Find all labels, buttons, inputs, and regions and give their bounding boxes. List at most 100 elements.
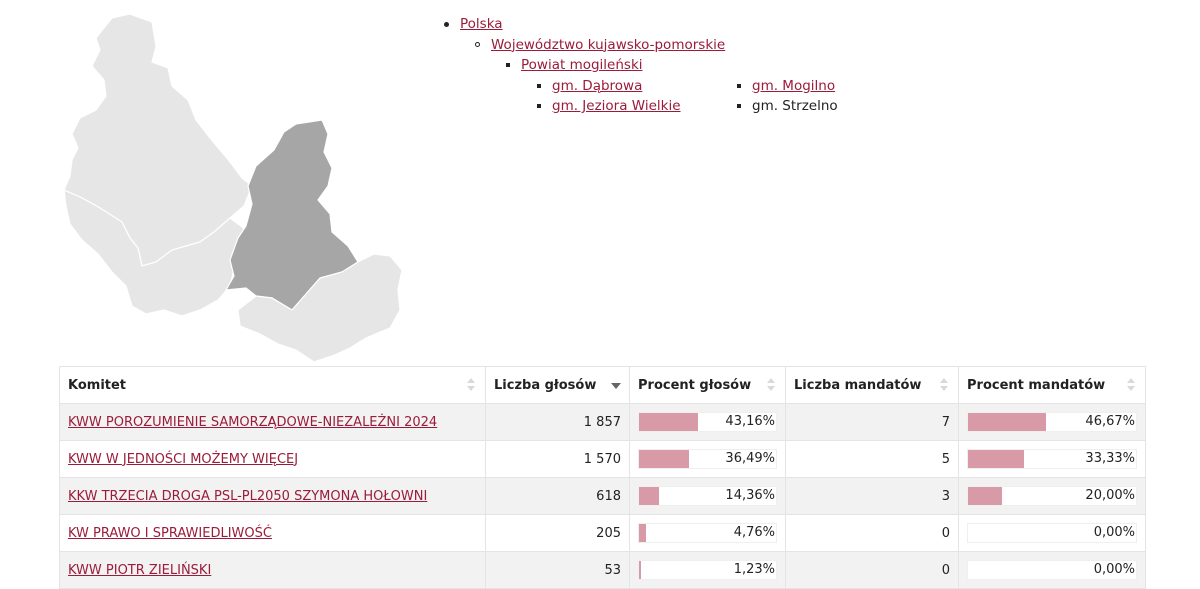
tree-level-county: Powiat mogileński <box>506 55 937 76</box>
committee-link[interactable]: KW PRAWO I SPRAWIEDLIWOŚĆ <box>68 525 272 541</box>
committee-cell: KW PRAWO I SPRAWIEDLIWOŚĆ <box>59 514 486 552</box>
seat-pct-cell: 46,67% <box>958 403 1146 441</box>
link-county[interactable]: Powiat mogileński <box>521 57 643 73</box>
map-gmina-strzelno[interactable] <box>237 253 403 362</box>
sort-icon <box>467 378 475 392</box>
gmina-item: gm. Strzelno <box>737 96 937 117</box>
square-bullet-icon <box>537 104 541 109</box>
table-row: KWW W JEDNOŚCI MOŻEMY WIĘCEJ 1 570 36,49… <box>59 440 1146 478</box>
square-bullet-icon <box>737 104 741 109</box>
committee-link[interactable]: KWW PIOTR ZIELIŃSKI <box>68 562 212 578</box>
seats-cell: 0 <box>785 514 959 552</box>
seats-cell: 0 <box>785 551 959 589</box>
vote-pct-bar-fill <box>639 450 689 468</box>
table-row: KWW POROZUMIENIE SAMORZĄDOWE-NIEZALEŻNI … <box>59 403 1146 441</box>
seat-pct-cell: 33,33% <box>958 440 1146 478</box>
seat-pct-bar-fill <box>968 413 1047 431</box>
link-country[interactable]: Polska <box>460 16 503 32</box>
vote-pct-cell: 1,23% <box>629 551 786 589</box>
sort-icon <box>940 378 948 392</box>
seats-cell: 3 <box>785 477 959 515</box>
current-gmina-strzelno: gm. Strzelno <box>752 98 838 114</box>
square-bullet-icon <box>537 83 541 88</box>
seats-cell: 5 <box>785 440 959 478</box>
vote-pct-bar <box>638 449 777 469</box>
vote-pct-bar <box>638 486 777 506</box>
seat-pct-bar <box>967 523 1137 543</box>
sort-icon <box>767 378 775 392</box>
vote-pct-value: 1,23% <box>733 562 775 577</box>
seat-pct-value: 0,00% <box>1093 525 1135 540</box>
county-map <box>63 13 403 362</box>
vote-pct-value: 36,49% <box>725 451 775 466</box>
committee-cell: KKW TRZECIA DROGA PSL-PL2050 SZYMONA HOŁ… <box>59 477 486 515</box>
gmina-list: gm. Dąbrowa gm. Mogilno gm. Jeziora Wiel… <box>537 76 937 117</box>
table-row: KWW PIOTR ZIELIŃSKI 53 1,23% 0 0,00% <box>59 551 1146 589</box>
seat-pct-cell: 0,00% <box>958 551 1146 589</box>
col-header-votes[interactable]: Liczba głosów <box>485 366 630 404</box>
votes-cell: 53 <box>485 551 630 589</box>
col-header-vote-pct[interactable]: Procent głosów <box>629 366 786 404</box>
seat-pct-value: 46,67% <box>1085 414 1135 429</box>
seat-pct-bar-fill <box>968 450 1024 468</box>
seat-pct-bar <box>967 449 1137 469</box>
circle-bullet-icon <box>475 42 480 48</box>
col-header-label: Komitet <box>68 377 127 393</box>
votes-cell: 618 <box>485 477 630 515</box>
gmina-item: gm. Dąbrowa <box>537 76 737 97</box>
tree-level-country: Polska <box>444 14 937 35</box>
votes-cell: 1 570 <box>485 440 630 478</box>
link-gmina-mogilno[interactable]: gm. Mogilno <box>752 77 836 94</box>
results-body: KWW POROZUMIENIE SAMORZĄDOWE-NIEZALEŻNI … <box>59 403 1146 589</box>
seat-pct-value: 20,00% <box>1085 488 1135 503</box>
votes-cell: 205 <box>485 514 630 552</box>
seat-pct-bar <box>967 412 1137 432</box>
vote-pct-cell: 14,36% <box>629 477 786 515</box>
link-voivodeship[interactable]: Województwo kujawsko-pomorskie <box>491 36 726 53</box>
col-header-label: Procent głosów <box>638 377 752 393</box>
vote-pct-bar-fill <box>639 524 646 542</box>
votes-cell: 1 857 <box>485 403 630 441</box>
vote-pct-bar <box>638 560 777 580</box>
link-gmina-jeziora-wielkie[interactable]: gm. Jeziora Wielkie <box>552 98 681 114</box>
disc-bullet-icon <box>444 21 449 27</box>
gmina-item: gm. Mogilno <box>737 76 937 97</box>
committee-link[interactable]: KKW TRZECIA DROGA PSL-PL2050 SZYMONA HOŁ… <box>68 488 428 504</box>
link-gmina-dabrowa[interactable]: gm. Dąbrowa <box>552 77 643 94</box>
col-header-committee[interactable]: Komitet <box>59 366 486 404</box>
results-table: Komitet Liczba głosów Procent głosów Lic… <box>59 366 1146 589</box>
vote-pct-value: 4,76% <box>733 525 775 540</box>
vote-pct-value: 43,16% <box>725 414 775 429</box>
region-breadcrumb-tree: Polska Województwo kujawsko-pomorskie Po… <box>440 14 937 117</box>
sort-descending-icon <box>611 378 621 392</box>
seat-pct-value: 0,00% <box>1093 562 1135 577</box>
seat-pct-cell: 0,00% <box>958 514 1146 552</box>
gmina-item: gm. Jeziora Wielkie <box>537 96 737 117</box>
vote-pct-bar-fill <box>639 413 699 431</box>
vote-pct-bar <box>638 523 777 543</box>
seat-pct-bar <box>967 486 1137 506</box>
square-bullet-icon <box>506 63 510 68</box>
vote-pct-bar-fill <box>639 487 659 505</box>
col-header-seats[interactable]: Liczba mandatów <box>785 366 959 404</box>
seat-pct-bar <box>967 560 1137 580</box>
col-header-label: Liczba mandatów <box>794 377 922 393</box>
seat-pct-cell: 20,00% <box>958 477 1146 515</box>
table-row: KKW TRZECIA DROGA PSL-PL2050 SZYMONA HOŁ… <box>59 477 1146 515</box>
seats-cell: 7 <box>785 403 959 441</box>
vote-pct-cell: 4,76% <box>629 514 786 552</box>
committee-cell: KWW POROZUMIENIE SAMORZĄDOWE-NIEZALEŻNI … <box>59 403 486 441</box>
col-header-label: Liczba głosów <box>494 377 597 393</box>
vote-pct-cell: 36,49% <box>629 440 786 478</box>
committee-cell: KWW PIOTR ZIELIŃSKI <box>59 551 486 589</box>
seat-pct-value: 33,33% <box>1085 451 1135 466</box>
tree-level-voivodeship: Województwo kujawsko-pomorskie <box>475 35 937 56</box>
col-header-seat-pct[interactable]: Procent mandatów <box>958 366 1146 404</box>
committee-link[interactable]: KWW POROZUMIENIE SAMORZĄDOWE-NIEZALEŻNI … <box>68 414 438 430</box>
committee-cell: KWW W JEDNOŚCI MOŻEMY WIĘCEJ <box>59 440 486 478</box>
vote-pct-value: 14,36% <box>725 488 775 503</box>
vote-pct-cell: 43,16% <box>629 403 786 441</box>
seat-pct-bar-fill <box>968 487 1002 505</box>
committee-link[interactable]: KWW W JEDNOŚCI MOŻEMY WIĘCEJ <box>68 451 299 467</box>
square-bullet-icon <box>737 83 741 88</box>
